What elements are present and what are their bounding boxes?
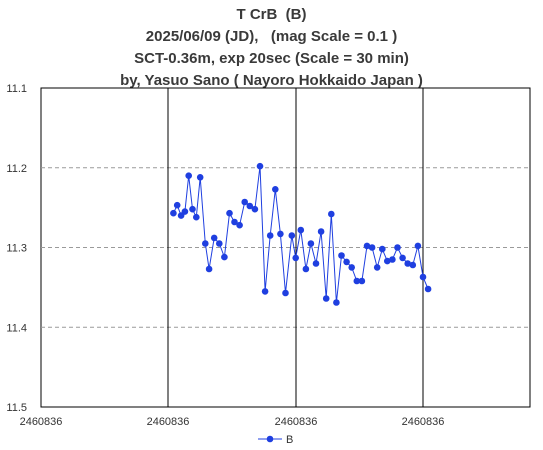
- data-point: [181, 208, 189, 215]
- data-point: [241, 198, 248, 206]
- data-point: [282, 289, 289, 297]
- data-point: [373, 264, 381, 271]
- series-layer: [170, 162, 432, 306]
- data-point: [419, 273, 427, 281]
- data-point: [226, 209, 233, 217]
- data-point: [246, 202, 254, 210]
- data-point: [189, 205, 196, 213]
- chart-title-line-1: T CrB (B): [236, 6, 307, 23]
- data-point: [170, 209, 177, 217]
- data-point: [404, 260, 412, 267]
- legend-marker: [266, 435, 274, 443]
- data-point: [210, 234, 218, 242]
- data-point: [353, 277, 361, 285]
- data-point: [379, 245, 386, 253]
- legend: B: [258, 434, 293, 446]
- y-tick-label: 11.5: [6, 402, 27, 414]
- x-tick-label: 2460836: [275, 416, 318, 428]
- data-point: [292, 254, 300, 262]
- data-point: [256, 162, 264, 170]
- data-point: [221, 253, 228, 261]
- data-point: [399, 254, 406, 262]
- chart-title-line-3: SCT-0.36m, exp 20sec (Scale = 30 min): [134, 50, 409, 67]
- data-point: [414, 242, 422, 250]
- data-point: [368, 244, 376, 251]
- data-point: [322, 295, 330, 302]
- data-point: [185, 172, 192, 179]
- chart-title: T CrB (B) 2025/06/09 (JD), (mag Scale = …: [0, 4, 543, 92]
- chart-title-line-4: by, Yasuo Sano ( Nayoro Hokkaido Japan ): [120, 72, 423, 89]
- x-tick-label: 2460836: [147, 416, 190, 428]
- data-point: [231, 218, 238, 226]
- data-point: [338, 252, 345, 259]
- data-point: [409, 261, 417, 269]
- data-point: [173, 201, 181, 209]
- data-point: [205, 265, 213, 273]
- x-tick-labels: 2460836 2460836 2460836 2460836: [20, 416, 445, 428]
- data-point: [424, 285, 432, 293]
- legend-label: B: [286, 434, 293, 446]
- data-point: [363, 242, 371, 250]
- data-point: [297, 226, 305, 234]
- data-point: [307, 240, 315, 247]
- data-point: [348, 264, 356, 271]
- data-point: [312, 260, 320, 267]
- data-point: [343, 258, 350, 266]
- x-tick-label: 2460836: [402, 416, 445, 428]
- data-point: [389, 256, 396, 263]
- data-point: [317, 228, 325, 235]
- data-point: [394, 244, 401, 251]
- data-point: [384, 257, 391, 265]
- data-point: [193, 213, 200, 221]
- y-tick-labels: 11.1 11.2 11.3 11.4 11.5: [6, 83, 27, 414]
- data-point: [261, 288, 269, 295]
- y-tick-label: 11.4: [6, 322, 27, 334]
- data-point: [328, 210, 335, 218]
- data-point: [288, 232, 296, 239]
- data-point: [272, 186, 279, 193]
- data-point: [196, 174, 204, 181]
- grid-layer: [41, 88, 530, 407]
- data-point: [236, 221, 243, 229]
- data-point: [202, 240, 209, 247]
- data-point: [277, 230, 284, 238]
- data-point: [216, 240, 223, 247]
- data-point: [302, 265, 310, 273]
- y-tick-label: 11.3: [6, 243, 27, 255]
- x-tick-label: 2460836: [20, 416, 63, 428]
- chart-title-line-2: 2025/06/09 (JD), (mag Scale = 0.1 ): [145, 28, 398, 45]
- data-point: [266, 232, 274, 239]
- data-point: [333, 299, 340, 306]
- y-tick-label: 11.1: [6, 83, 27, 95]
- data-point: [358, 277, 366, 285]
- y-tick-label: 11.2: [6, 163, 27, 175]
- series-line: [172, 166, 429, 303]
- data-point: [251, 205, 259, 213]
